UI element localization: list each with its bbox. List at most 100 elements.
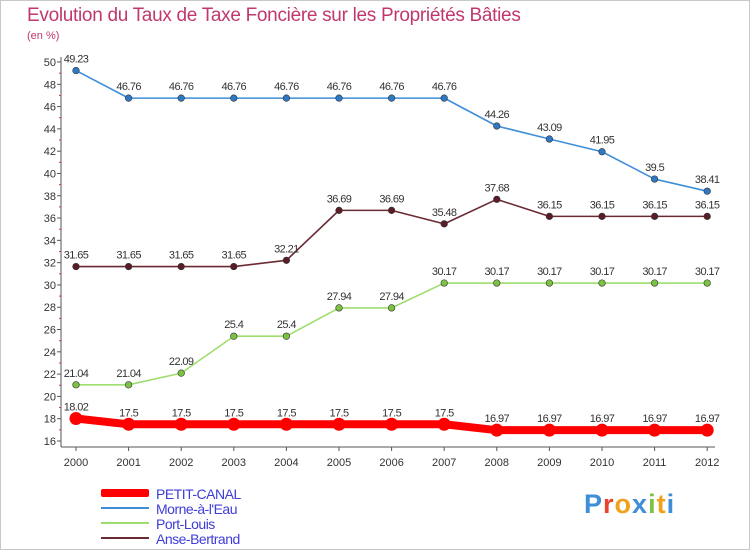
y-tick-label: 42 xyxy=(44,146,56,158)
y-tick-label: 38 xyxy=(44,191,56,203)
data-point-petit-canal xyxy=(332,417,346,431)
data-point-petit-canal xyxy=(69,411,83,425)
x-tick-label: 2008 xyxy=(485,457,509,469)
y-tick-label: 50 xyxy=(44,57,56,69)
data-label-port-louis: 21.04 xyxy=(116,368,141,380)
data-point-petit-canal xyxy=(595,423,609,437)
data-point-morne-l-eau xyxy=(282,94,291,102)
data-label-morne-l-eau: 44.26 xyxy=(485,109,510,121)
y-tick-label: 24 xyxy=(44,347,56,359)
chart-title: Evolution du Taux de Taxe Foncière sur l… xyxy=(27,5,521,26)
data-point-morne-l-eau xyxy=(72,66,80,75)
data-label-anse-bertrand: 37.68 xyxy=(485,182,510,194)
y-tick-label: 32 xyxy=(44,258,56,270)
data-label-anse-bertrand: 36.15 xyxy=(590,199,615,211)
data-label-morne-l-eau: 46.76 xyxy=(327,81,352,93)
y-tick-label: 44 xyxy=(44,124,56,136)
data-point-petit-canal xyxy=(648,423,662,437)
legend-label-anse-bertrand: Anse-Bertrand xyxy=(156,531,240,547)
y-tick-label: 18 xyxy=(44,414,56,426)
legend-label-port-louis: Port-Louis xyxy=(156,516,215,532)
legend-item-anse-bertrand: Anse-Bertrand xyxy=(101,531,361,547)
data-point-anse-bertrand xyxy=(388,206,396,214)
data-label-anse-bertrand: 36.15 xyxy=(695,199,720,211)
data-point-morne-l-eau xyxy=(650,175,659,183)
logo-letter: t xyxy=(656,489,667,519)
data-label-anse-bertrand: 31.65 xyxy=(222,250,247,262)
y-tick-label: 36 xyxy=(44,213,56,225)
data-label-port-louis: 22.09 xyxy=(169,356,194,368)
y-tick-label: 40 xyxy=(44,168,56,180)
data-point-petit-canal xyxy=(542,423,556,437)
data-label-anse-bertrand: 36.15 xyxy=(642,199,667,211)
data-point-port-louis xyxy=(72,381,80,389)
data-label-petit-canal: 16.97 xyxy=(642,413,667,425)
data-point-port-louis xyxy=(440,279,448,287)
data-point-morne-l-eau xyxy=(598,148,606,156)
data-label-anse-bertrand: 32.21 xyxy=(274,243,299,255)
data-label-petit-canal: 17.5 xyxy=(382,407,401,419)
data-label-morne-l-eau: 46.76 xyxy=(379,81,404,93)
data-label-port-louis: 25.4 xyxy=(224,319,243,331)
x-tick-label: 2003 xyxy=(222,457,246,469)
data-point-petit-canal xyxy=(279,417,293,431)
data-label-morne-l-eau: 39.5 xyxy=(645,162,664,174)
data-point-port-louis xyxy=(177,369,185,377)
data-point-anse-bertrand xyxy=(124,262,133,271)
x-tick-label: 2009 xyxy=(537,457,561,469)
y-tick-label: 34 xyxy=(44,235,56,247)
legend: PETIT-CANAL Morne-à-l'Eau Port-Louis Anse-B… xyxy=(101,486,361,547)
x-tick-label: 2011 xyxy=(643,457,667,469)
legend-label-morne-l-eau: Morne-à-l'Eau xyxy=(156,501,238,517)
data-label-petit-canal: 17.5 xyxy=(119,407,138,419)
data-label-petit-canal: 17.5 xyxy=(277,407,296,419)
legend-item-petit-canal: PETIT-CANAL xyxy=(101,486,361,502)
data-point-anse-bertrand xyxy=(230,262,238,271)
legend-swatch-petit-canal xyxy=(101,489,149,497)
logo-letter: o xyxy=(614,489,633,519)
data-label-port-louis: 30.17 xyxy=(695,266,720,278)
data-point-morne-l-eau xyxy=(177,94,185,102)
data-label-port-louis: 27.94 xyxy=(379,291,404,303)
y-tick-label: 46 xyxy=(44,102,56,114)
data-label-morne-l-eau: 38.41 xyxy=(695,174,720,186)
data-point-anse-bertrand xyxy=(440,220,448,228)
data-label-morne-l-eau: 46.76 xyxy=(222,81,247,93)
data-label-morne-l-eau: 46.76 xyxy=(169,81,194,93)
data-label-anse-bertrand: 31.65 xyxy=(116,250,141,262)
data-point-morne-l-eau xyxy=(703,187,711,195)
data-label-anse-bertrand: 36.15 xyxy=(537,199,562,211)
data-point-anse-bertrand xyxy=(598,212,606,220)
data-point-petit-canal xyxy=(227,417,241,431)
data-label-port-louis: 30.17 xyxy=(537,266,562,278)
x-tick-label: 2005 xyxy=(327,457,351,469)
data-label-port-louis: 30.17 xyxy=(590,266,615,278)
x-tick-label: 2002 xyxy=(169,457,193,469)
data-point-petit-canal xyxy=(122,417,136,431)
data-point-port-louis xyxy=(545,279,554,287)
data-point-morne-l-eau xyxy=(230,94,238,102)
data-label-anse-bertrand: 31.65 xyxy=(64,250,89,262)
y-tick-label: 22 xyxy=(44,369,56,381)
x-tick-label: 2007 xyxy=(432,457,456,469)
y-tick-label: 20 xyxy=(44,391,56,403)
data-point-port-louis xyxy=(703,279,711,287)
data-point-anse-bertrand xyxy=(703,212,711,220)
data-point-petit-canal xyxy=(174,417,188,431)
data-point-anse-bertrand xyxy=(282,256,291,264)
data-label-morne-l-eau: 49.23 xyxy=(64,54,89,66)
y-tick-label: 48 xyxy=(44,79,56,91)
y-tick-label: 30 xyxy=(44,280,56,292)
y-tick-label: 26 xyxy=(44,325,56,337)
data-label-port-louis: 30.17 xyxy=(432,266,457,278)
data-label-port-louis: 30.17 xyxy=(642,266,667,278)
legend-item-port-louis: Port-Louis xyxy=(101,516,361,532)
data-point-petit-canal xyxy=(490,423,504,437)
proxiti-logo: Proxiti xyxy=(584,489,675,520)
data-label-anse-bertrand: 35.48 xyxy=(432,207,457,219)
data-point-port-louis xyxy=(335,304,343,312)
y-tick-label: 16 xyxy=(44,436,56,448)
data-label-petit-canal: 16.97 xyxy=(590,413,615,425)
data-label-anse-bertrand: 31.65 xyxy=(169,250,194,262)
